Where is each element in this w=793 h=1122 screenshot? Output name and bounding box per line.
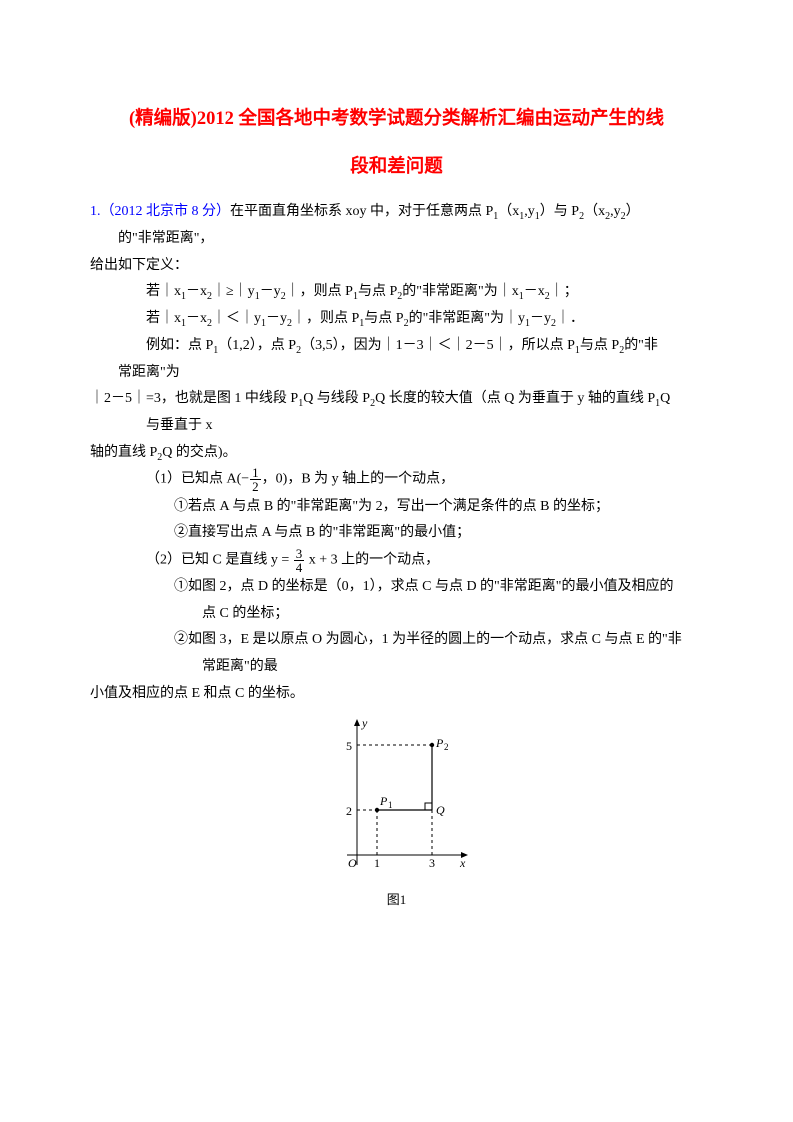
question-1-stem: 1.（2012 北京市 8 分）在平面直角坐标系 xoy 中，对于任意两点 P1…	[90, 199, 703, 226]
question-source: 1.（2012 北京市 8 分）	[90, 204, 230, 219]
example-line1b: 常距离"为	[90, 360, 703, 387]
x-axis-label: x	[459, 856, 466, 870]
title-line2: 段和差问题	[350, 157, 443, 177]
part2-sub2a: ②如图 3，E 是以原点 O 为圆心，1 为半径的圆上的一个动点，求点 C 与点…	[90, 627, 703, 654]
p1-label: P	[379, 794, 388, 808]
fraction-three-quarters: 34	[294, 547, 305, 574]
part2: （2）已知 C 是直线 y = 34 x + 3 上的一个动点，	[90, 547, 703, 574]
page-title: (精编版)2012 全国各地中考数学试题分类解析汇编由运动产生的线 段和差问题	[90, 95, 703, 191]
fraction-half: 12	[250, 466, 261, 493]
part2-sub2b: 常距离"的最	[90, 654, 703, 681]
q-label: Q	[436, 803, 445, 817]
part1-sub2: ②直接写出点 A 与点 B 的"非常距离"的最小值；	[90, 520, 703, 547]
title-line1: (精编版)2012 全国各地中考数学试题分类解析汇编由运动产生的线	[129, 109, 664, 129]
figure-1-label: 图1	[90, 888, 703, 913]
tick-y5: 5	[346, 739, 352, 753]
p1-sub: 1	[388, 800, 393, 810]
example-line2c: 轴的直线 P2Q 的交点)。	[90, 440, 703, 467]
part1: （1）已知点 A(−12，0)，B 为 y 轴上的一个动点，	[90, 466, 703, 493]
part2-tail: 小值及相应的点 E 和点 C 的坐标。	[90, 681, 703, 708]
part2-sub1b: 点 C 的坐标；	[90, 601, 703, 628]
figure-1-svg: O 1 3 2 5 y x P 1 P 2 Q	[322, 715, 472, 875]
tick-x1: 1	[374, 856, 380, 870]
def-intro: 给出如下定义：	[90, 253, 703, 280]
origin-label: O	[348, 856, 357, 870]
p2-label: P	[435, 736, 444, 750]
def-line2: 若｜x1－x2｜＜｜y1－y2｜，则点 P1与点 P2的"非常距离"为｜y1－y…	[90, 306, 703, 333]
figure-1: O 1 3 2 5 y x P 1 P 2 Q 图1	[90, 715, 703, 912]
stem-cont: 的"非常距离"，	[90, 226, 703, 253]
part1-sub1: ①若点 A 与点 B 的"非常距离"为 2，写出一个满足条件的点 B 的坐标；	[90, 494, 703, 521]
part2-sub1a: ①如图 2，点 D 的坐标是（0，1），求点 C 与点 D 的"非常距离"的最小…	[90, 574, 703, 601]
example-line2: ｜2－5｜=3，也就是图 1 中线段 P1Q 与线段 P2Q 长度的较大值（点 …	[90, 386, 703, 413]
example-line2b: 与垂直于 x	[90, 413, 703, 440]
y-axis-label: y	[361, 716, 368, 730]
def-line1: 若｜x1－x2｜≥｜y1－y2｜，则点 P1与点 P2的"非常距离"为｜x1－x…	[90, 279, 703, 306]
p2-sub: 2	[444, 742, 449, 752]
tick-y2: 2	[346, 804, 352, 818]
example-line1: 例如：点 P1（1,2），点 P2（3,5），因为｜1－3｜＜｜2－5｜，所以点…	[90, 333, 703, 360]
tick-x3: 3	[429, 856, 435, 870]
